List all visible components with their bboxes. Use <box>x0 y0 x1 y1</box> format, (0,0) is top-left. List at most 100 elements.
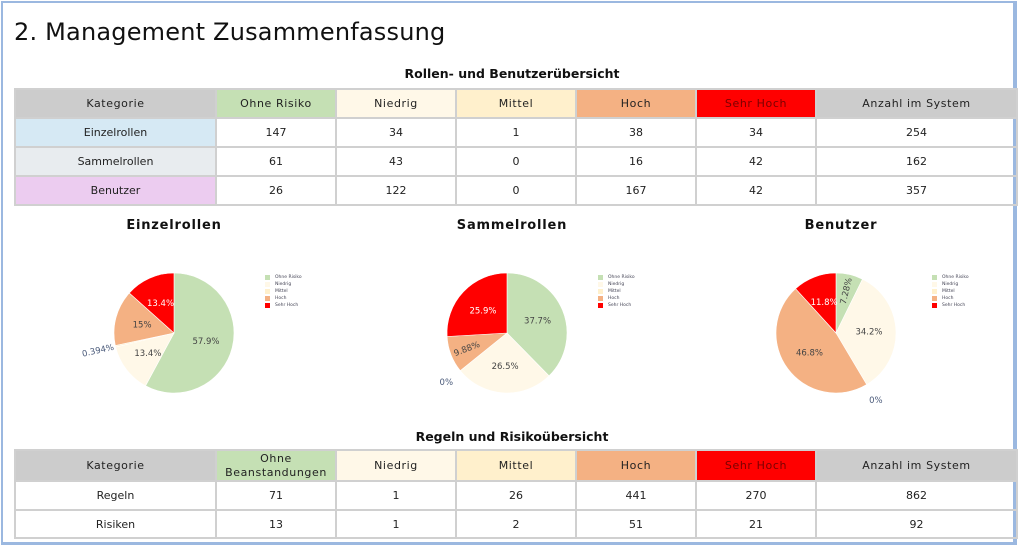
cell: 42 <box>695 175 817 206</box>
cell: 38 <box>575 117 697 148</box>
cell: 441 <box>575 480 697 511</box>
row-label-sammelrollen: Sammelrollen <box>14 146 217 177</box>
page-title: 2. Management Zusammenfassung <box>14 18 446 46</box>
table-row: Einzelrollen 147 34 1 38 34 254 <box>14 117 1018 148</box>
pie-slice-label: 46.8% <box>796 349 823 359</box>
header-anzahl: Anzahl im System <box>815 449 1018 482</box>
pie-slice <box>795 272 837 334</box>
pie-slice <box>459 332 550 394</box>
table-header-row: Kategorie Ohne Risiko Niedrig Mittel Hoc… <box>14 88 1018 119</box>
legend-swatch <box>932 303 937 308</box>
roles-users-overview-title: Rollen- und Benutzerübersicht <box>404 66 620 81</box>
pie-chart-benutzer: Benutzer 7.28% 34.2% 0% 46.8% 11.8% Ohne Ris… <box>676 215 1006 415</box>
cell: 167 <box>575 175 697 206</box>
header-hoch: Hoch <box>575 449 697 482</box>
chart-title: Einzelrollen <box>126 218 222 233</box>
pie-slice <box>506 272 568 377</box>
header-ohne-risiko: Ohne Risiko <box>215 88 337 119</box>
pie-slice <box>128 272 175 334</box>
pie-slice-label: 0% <box>440 378 454 388</box>
roles-users-table: Kategorie Ohne Risiko Niedrig Mittel Hoc… <box>14 88 1018 206</box>
legend-item: Hoch <box>932 295 969 302</box>
row-label-benutzer: Benutzer <box>14 175 217 206</box>
pie-slice <box>446 272 508 337</box>
chart-title: Sammelrollen <box>456 218 568 233</box>
header-hoch: Hoch <box>575 88 697 119</box>
legend-swatch <box>598 296 603 301</box>
legend-label: Mittel <box>942 289 955 294</box>
cell: 0 <box>455 146 577 177</box>
legend-swatch <box>265 303 270 308</box>
cell: 1 <box>455 117 577 148</box>
header-mittel: Mittel <box>455 88 577 119</box>
legend-label: Ohne Risiko <box>608 275 635 280</box>
legend-label: Sehr Hoch <box>608 303 632 308</box>
cell: 92 <box>815 509 1018 539</box>
cell: 1 <box>335 480 457 511</box>
legend-item: Hoch <box>265 295 302 302</box>
cell: 34 <box>335 117 457 148</box>
pie-chart-einzelrollen: Einzelrollen 57.9% 13.4% 0.394% 15% 13.4% Oh… <box>14 215 344 415</box>
legend-item: Sehr Hoch <box>265 302 302 309</box>
legend-item: Ohne Risiko <box>932 274 969 281</box>
cell: 1 <box>335 509 457 539</box>
legend-item: Niedrig <box>265 281 302 288</box>
cell: 13 <box>215 509 337 539</box>
legend-label: Mittel <box>608 289 621 294</box>
cell: 122 <box>335 175 457 206</box>
cell: 34 <box>695 117 817 148</box>
legend-label: Niedrig <box>275 282 292 287</box>
cell: 26 <box>455 480 577 511</box>
pie-slice-label: 0.394% <box>81 343 115 360</box>
legend-label: Niedrig <box>942 282 959 287</box>
legend-label: Ohne Risiko <box>942 275 969 280</box>
pie-slice-label: 13.4% <box>147 299 174 309</box>
legend-label: Mittel <box>275 289 288 294</box>
legend-swatch <box>265 275 270 280</box>
row-label-regeln: Regeln <box>14 480 217 511</box>
legend-label: Sehr Hoch <box>275 303 299 308</box>
legend-swatch <box>265 282 270 287</box>
legend-label: Sehr Hoch <box>942 303 966 308</box>
cell: 270 <box>695 480 817 511</box>
legend-swatch <box>598 303 603 308</box>
cell: 43 <box>335 146 457 177</box>
legend-swatch <box>265 289 270 294</box>
cell: 16 <box>575 146 697 177</box>
legend-item: Mittel <box>265 288 302 295</box>
legend-label: Hoch <box>608 296 620 301</box>
table-row: Benutzer 26 122 0 167 42 357 <box>14 175 1018 206</box>
row-label-risiken: Risiken <box>14 509 217 539</box>
table-header-row: Kategorie Ohne Beanstandungen Niedrig Mi… <box>14 449 1018 482</box>
header-anzahl: Anzahl im System <box>815 88 1018 119</box>
pie-slice-label: 13.4% <box>134 349 161 359</box>
legend-swatch <box>932 275 937 280</box>
legend-item: Sehr Hoch <box>932 302 969 309</box>
legend-item: Mittel <box>598 288 635 295</box>
cell: 147 <box>215 117 337 148</box>
table-row: Regeln 71 1 26 441 270 862 <box>14 480 1018 511</box>
legend-label: Niedrig <box>608 282 625 287</box>
legend-swatch <box>265 296 270 301</box>
header-ohne-beanstandungen: Ohne Beanstandungen <box>215 449 337 482</box>
legend-swatch <box>932 296 937 301</box>
cell: 51 <box>575 509 697 539</box>
cell: 42 <box>695 146 817 177</box>
legend-item: Ohne Risiko <box>265 274 302 281</box>
pie-slice <box>145 272 235 394</box>
row-label-einzelrollen: Einzelrollen <box>14 117 217 148</box>
cell: 26 <box>215 175 337 206</box>
cell: 71 <box>215 480 337 511</box>
pie-svg: 7.28%34.2%0%46.8%11.8% <box>775 272 897 406</box>
cell: 357 <box>815 175 1018 206</box>
header-kategorie: Kategorie <box>14 449 217 482</box>
legend-item: Sehr Hoch <box>598 302 635 309</box>
cell: 21 <box>695 509 817 539</box>
cell: 2 <box>455 509 577 539</box>
pie-svg: 57.9% 13.4% 0.394% 15% 13.4% <box>81 272 235 394</box>
legend-swatch <box>598 282 603 287</box>
pie-slice-label: 26.5% <box>492 362 519 372</box>
pie-chart-sammelrollen: Sammelrollen 37.7% 26.5% 0% 9.88% 25.9% Ohne… <box>347 215 677 415</box>
rules-risks-table: Kategorie Ohne Beanstandungen Niedrig Mi… <box>14 449 1018 539</box>
legend-label: Ohne Risiko <box>275 275 302 280</box>
